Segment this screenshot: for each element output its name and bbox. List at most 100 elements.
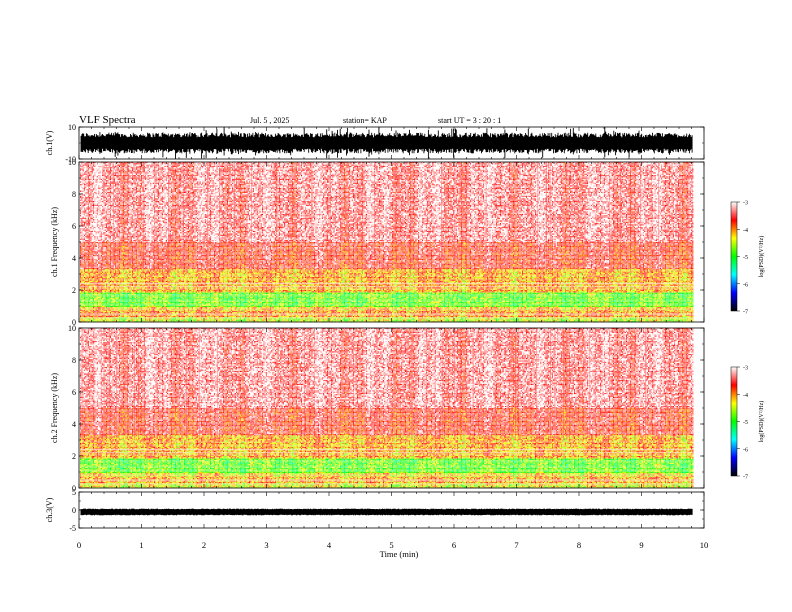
spectrogram-cells [117,312,119,314]
spectrogram-cells [436,274,438,276]
spectrogram-cells [541,484,543,486]
spectrogram-cells [156,476,472,481]
spectrogram-cells [173,484,175,486]
spectrogram-cells [343,473,345,475]
spectrogram-cells [488,318,490,320]
spectrogram-cells [434,474,436,476]
spectrogram-cells [440,473,442,475]
spectrogram-cells [576,485,578,487]
spectrogram-cells [514,312,516,314]
spectrogram-cells [129,269,625,293]
spectrogram-cells [614,485,616,487]
spectrogram-cells [588,300,590,302]
spectrogram-cells [546,473,548,475]
y-tick-label: 8 [72,190,76,199]
spectrogram-cells [174,307,176,309]
spectrogram-cells [135,312,137,314]
spectrogram-cells [538,484,540,486]
spectrogram-cells [213,485,215,487]
spectrogram-cells [343,268,345,270]
spectrogram-cells [512,273,514,275]
spectrogram-cells [359,308,361,310]
spectrogram-cells [486,316,488,318]
spectral-band [80,269,694,293]
spectrogram-cells [345,474,347,476]
spectrogram-cells [120,480,122,482]
spectrogram-cells [147,300,149,302]
spectrogram-cells [90,269,690,293]
spectrogram-cells [93,270,673,293]
spectrogram-cells [397,318,399,320]
spectrogram-cells [592,484,594,486]
spectrogram-cells [515,303,517,305]
spectrogram-cells [440,482,442,484]
spectrogram-cells [580,307,582,309]
spectrogram-cells [446,314,448,316]
spectrogram-cells [587,308,589,310]
spectrogram-cells [265,316,267,318]
spectrogram-cells [81,485,83,487]
spectrogram-cells [685,484,687,486]
spectrogram-cells [415,308,417,310]
spectrogram-cells [489,296,491,298]
spectral-band [80,457,694,473]
spectrogram-cells [215,318,217,320]
spectrogram-cells [150,318,152,320]
spectrogram-cells [146,473,148,475]
spectrogram-cells [632,312,634,314]
spectrogram-cells [462,312,464,314]
spectrogram-cells [298,474,300,476]
spectrogram-cells [567,303,569,305]
spectrogram-cells [386,473,388,475]
spectrogram-cells [200,316,202,318]
spectrogram-cells [122,258,124,260]
spectrogram-cells [239,310,245,316]
spectrogram-cells [419,307,421,309]
spectrogram-cells [408,480,410,482]
spectrogram-cells [542,482,544,484]
spectrogram-cells [238,308,674,311]
spectrogram-cells [121,476,123,478]
spectrogram-cells [516,318,518,320]
spectrogram-cells [184,269,680,292]
spectrogram-cells [254,308,256,310]
spectrogram-cells [124,319,126,321]
spectrogram-cells [109,457,644,473]
spectrogram-cells [126,307,128,309]
spectrogram-cells [447,474,449,476]
spectrogram-cells [406,474,408,476]
spectrogram-cells [488,314,490,316]
spectrogram-cells [291,291,293,293]
spectrogram-cells [138,474,140,476]
spectrogram-cells [570,478,572,480]
spectrogram-cells [343,319,345,321]
spectrogram-cells [580,473,582,475]
spectrogram-cells [438,274,440,276]
spectrogram-cells [515,478,517,480]
spectrogram-cells [86,162,686,242]
spectrogram-cells [81,476,507,482]
spectrogram-cells [384,296,386,298]
spectrogram-cells [200,302,202,304]
spectrogram-cells [423,312,425,314]
spectrogram-cells [606,314,608,316]
y-tick-label: 2 [72,286,76,295]
spectrogram-cells [563,476,565,478]
spectrogram-cells [99,473,101,475]
ch1-spectrogram-ylabel: ch.1 Frequency (kHz) [50,207,59,277]
spectrogram-cells [150,484,152,486]
spectrogram-cells [653,476,655,478]
spectrogram-cells [323,314,325,316]
spectrogram-cells [410,473,412,475]
spectrogram-cells [182,310,595,318]
spectrogram-cells [535,474,537,476]
spectrogram-cells [512,307,514,309]
spectrogram-cells [148,319,150,321]
spectrogram-cells [433,485,435,487]
spectrogram-cells [155,319,157,321]
spectrogram-cells [199,480,201,482]
ch1-signal-trace [80,127,693,159]
spectrogram-cells [520,482,522,484]
